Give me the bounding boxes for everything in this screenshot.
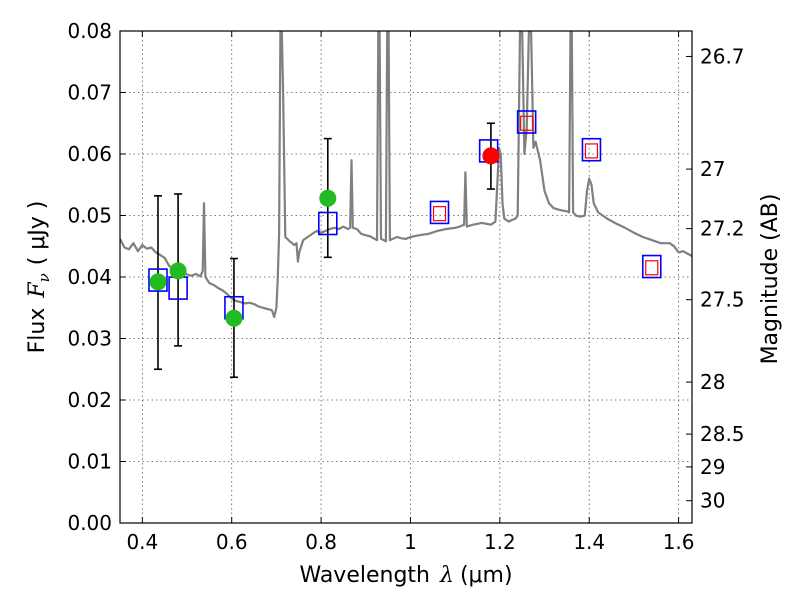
y-tick-label: 0.07	[67, 81, 112, 105]
inner-square-marker	[584, 143, 599, 159]
x-tick-label: 0.8	[305, 530, 337, 554]
inner-square-marker	[432, 206, 447, 222]
magnitude-axis-ticks: 26.7 27 27.2 27.5 28 28.5 29 30	[686, 44, 745, 513]
x-tick-label: 1.2	[484, 530, 516, 554]
model-square-marker	[317, 211, 338, 236]
data-markers	[148, 110, 662, 327]
magnitude-tick-label: 27.2	[700, 217, 745, 241]
y-axis-title-text: Flux	[25, 308, 50, 354]
magnitude-tick-label: 28	[700, 370, 725, 394]
magnitude-tick-label: 27	[700, 157, 725, 181]
y-tick-label: 0.08	[67, 19, 112, 43]
gridlines	[120, 30, 692, 524]
x-tick-label: 1.4	[573, 530, 605, 554]
y-tick-label: 0.06	[67, 142, 112, 166]
observed-flux-marker	[482, 147, 500, 165]
y-axis-title: Flux Fν ( μJy )	[25, 201, 53, 354]
observed-flux-marker	[225, 309, 243, 327]
model-square-marker	[516, 110, 537, 134]
model-square-marker	[581, 137, 602, 162]
y-tick-label: 0.02	[67, 388, 112, 412]
observed-flux-marker	[149, 273, 167, 291]
magnitude-tick-label: 29	[700, 455, 725, 479]
x-tick-label: 0.4	[126, 530, 158, 554]
magnitude-tick-label: 26.7	[700, 44, 745, 68]
magnitude-tick-label: 27.5	[700, 288, 745, 312]
inner-square-marker	[645, 260, 659, 276]
y-tick-label: 0.01	[67, 450, 112, 474]
x-axis-title: Wavelength λ (μm)	[299, 563, 512, 588]
y-tick-label: 0.03	[67, 327, 112, 351]
magnitude-axis-title: Magnitude (AB)	[758, 194, 783, 365]
magnitude-tick-label: 30	[700, 489, 725, 513]
x-axis-title-symbol: λ	[439, 563, 454, 588]
model-square-marker	[641, 254, 662, 279]
y-axis-title-subscript: ν	[35, 273, 53, 282]
y-tick-label: 0.05	[67, 204, 112, 228]
y-tick-label: 0.04	[67, 265, 112, 289]
y-tick-label: 0.00	[67, 511, 112, 535]
x-axis-ticks: 0.4 0.6 0.8 1 1.2 1.4 1.6	[126, 31, 695, 554]
x-axis-title-unit: (μm)	[460, 563, 513, 588]
template-spectrum-layer	[120, 31, 692, 319]
y-axis-title-unit: ( μJy )	[25, 201, 50, 266]
inner-square-marker	[520, 115, 534, 131]
x-tick-label: 0.6	[216, 530, 248, 554]
x-axis-title-text: Wavelength	[299, 563, 430, 588]
observed-flux-marker	[169, 262, 187, 280]
template-spectrum-line	[120, 31, 692, 319]
x-tick-label: 1.6	[663, 530, 695, 554]
model-square-marker	[148, 268, 168, 292]
observed-flux-marker	[319, 189, 337, 207]
magnitude-tick-label: 28.5	[700, 422, 745, 446]
y-axis-ticks: 0.00 0.01 0.02 0.03 0.04 0.05 0.06 0.07 0.08	[67, 19, 126, 535]
x-tick-label: 1	[404, 530, 417, 554]
model-square-marker	[429, 200, 450, 225]
y-axis-title-symbol: F	[25, 282, 50, 299]
